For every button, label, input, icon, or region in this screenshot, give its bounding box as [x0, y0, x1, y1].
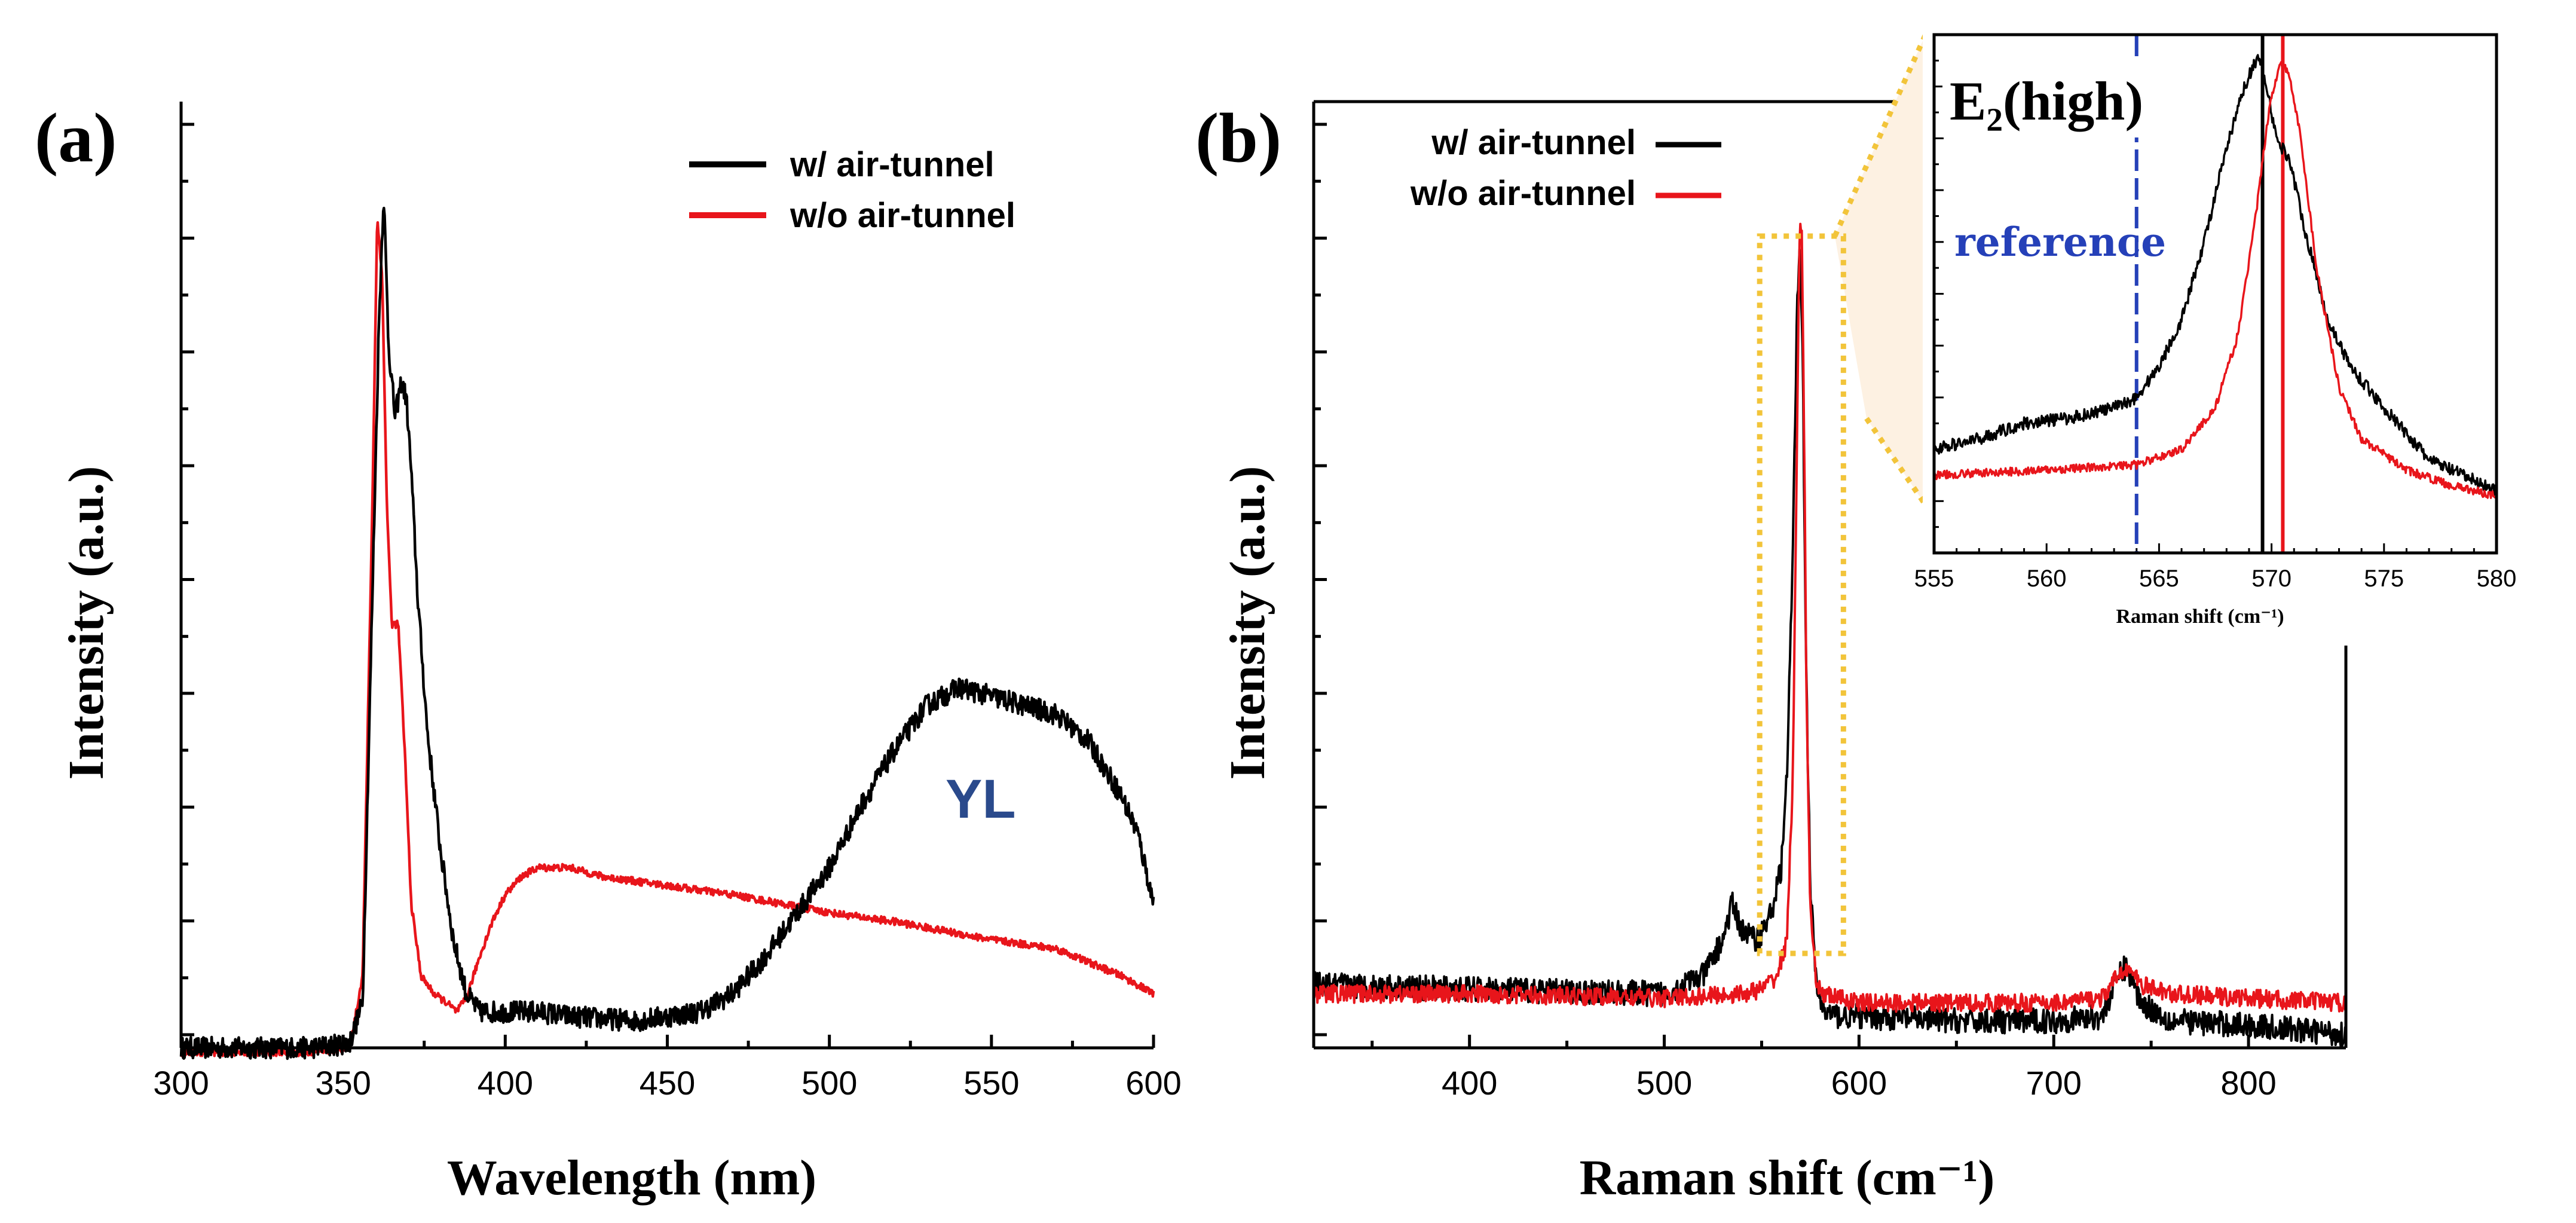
panel-b-legend-label: w/ air-tunnel [1431, 123, 1636, 162]
inset-x-tick-label: 555 [1914, 565, 1954, 592]
inset-chart: 555 560 565 570 575 580 Raman shift (cm⁻… [1914, 13, 2517, 646]
panel-a-x-tick-labels: 300 350 400 450 500 550 600 [153, 1064, 1181, 1102]
inset-x-tick-label: 560 [2027, 565, 2067, 592]
panel-a-y-ticks [181, 123, 194, 1037]
panel-a-x-tick-label: 500 [801, 1064, 857, 1102]
panel-a-letter: (a) [35, 99, 117, 177]
panel-b-letter: (b) [1195, 99, 1281, 177]
panel-b-y-ticks [1314, 123, 1327, 1037]
inset-x-tick-label: 575 [2364, 565, 2404, 592]
panel-a-legend-label: w/ air-tunnel [790, 145, 995, 184]
zoom-callout-fill [1835, 21, 1932, 514]
panel-a-y-axis-title: Intensity (a.u.) [59, 466, 114, 779]
panel-a-series-w-air-tunnel [179, 206, 1155, 1060]
panel-b-y-axis-title: Intensity (a.u.) [1220, 466, 1275, 779]
inset-x-tick-labels: 555 560 565 570 575 580 [1914, 565, 2517, 592]
panel-a-x-tick-label: 550 [963, 1064, 1019, 1102]
panel-a-legend-label: w/o air-tunnel [790, 196, 1015, 235]
inset-x-tick-label: 565 [2139, 565, 2179, 592]
zoom-callout-line-top [1832, 20, 1935, 237]
panel-b-legend: w/ air-tunnel w/o air-tunnel [1410, 123, 1721, 213]
panel-b-x-tick-label: 800 [2220, 1064, 2276, 1102]
panel-a-x-tick-label: 300 [153, 1064, 209, 1102]
inset-peak-label: E₂(high) [1950, 71, 2143, 132]
panel-b-x-tick-label: 400 [1442, 1064, 1497, 1102]
panel-a-legend: w/ air-tunnel w/o air-tunnel [689, 145, 1015, 235]
inset-series-w-o-air-tunnel [1933, 61, 2497, 499]
inset-series-w-air-tunnel [1933, 54, 2498, 496]
panel-a-x-tick-label: 400 [478, 1064, 533, 1102]
panel-a-x-tick-label: 450 [640, 1064, 695, 1102]
inset-title-backdrop [1942, 60, 2217, 137]
panel-a: (a) Intensity (a.u.) Wavelength (nm) 300… [35, 99, 1182, 1206]
panel-b-legend-label: w/o air-tunnel [1410, 174, 1636, 213]
panel-b-x-tick-label: 500 [1636, 1064, 1692, 1102]
panel-b-x-tick-label: 700 [2026, 1064, 2082, 1102]
inset-x-axis-title: Raman shift (cm⁻¹) [2116, 606, 2284, 628]
inset-x-tick-label: 580 [2477, 565, 2517, 592]
panel-b-x-tick-label: 600 [1831, 1064, 1887, 1102]
panel-a-x-axis-title: Wavelength (nm) [447, 1150, 816, 1206]
zoom-region-box [1757, 233, 1846, 956]
panel-b-plot-area: 400 500 600 700 800 [1312, 100, 2348, 1102]
panel-a-x-tick-label: 600 [1125, 1064, 1181, 1102]
inset-reference-label: reference [1954, 219, 2166, 265]
panel-b-series-w-o-air-tunnel [1313, 222, 2347, 1013]
panel-b: (b) Intensity (a.u.) Raman shift (cm⁻¹) … [1195, 20, 2348, 1206]
panel-a-x-tick-label: 350 [315, 1064, 371, 1102]
panel-b-x-tick-labels: 400 500 600 700 800 [1442, 1064, 2277, 1102]
panel-a-plot-area: 300 350 400 450 500 550 600 [153, 102, 1182, 1102]
zoom-callout-line-bottom [1864, 417, 1934, 516]
panel-b-x-axis-title: Raman shift (cm⁻¹) [1580, 1150, 1995, 1206]
inset-frame [1932, 33, 2498, 555]
inset-x-tick-label: 570 [2251, 565, 2292, 592]
panel-a-yl-annotation: YL [946, 769, 1016, 830]
